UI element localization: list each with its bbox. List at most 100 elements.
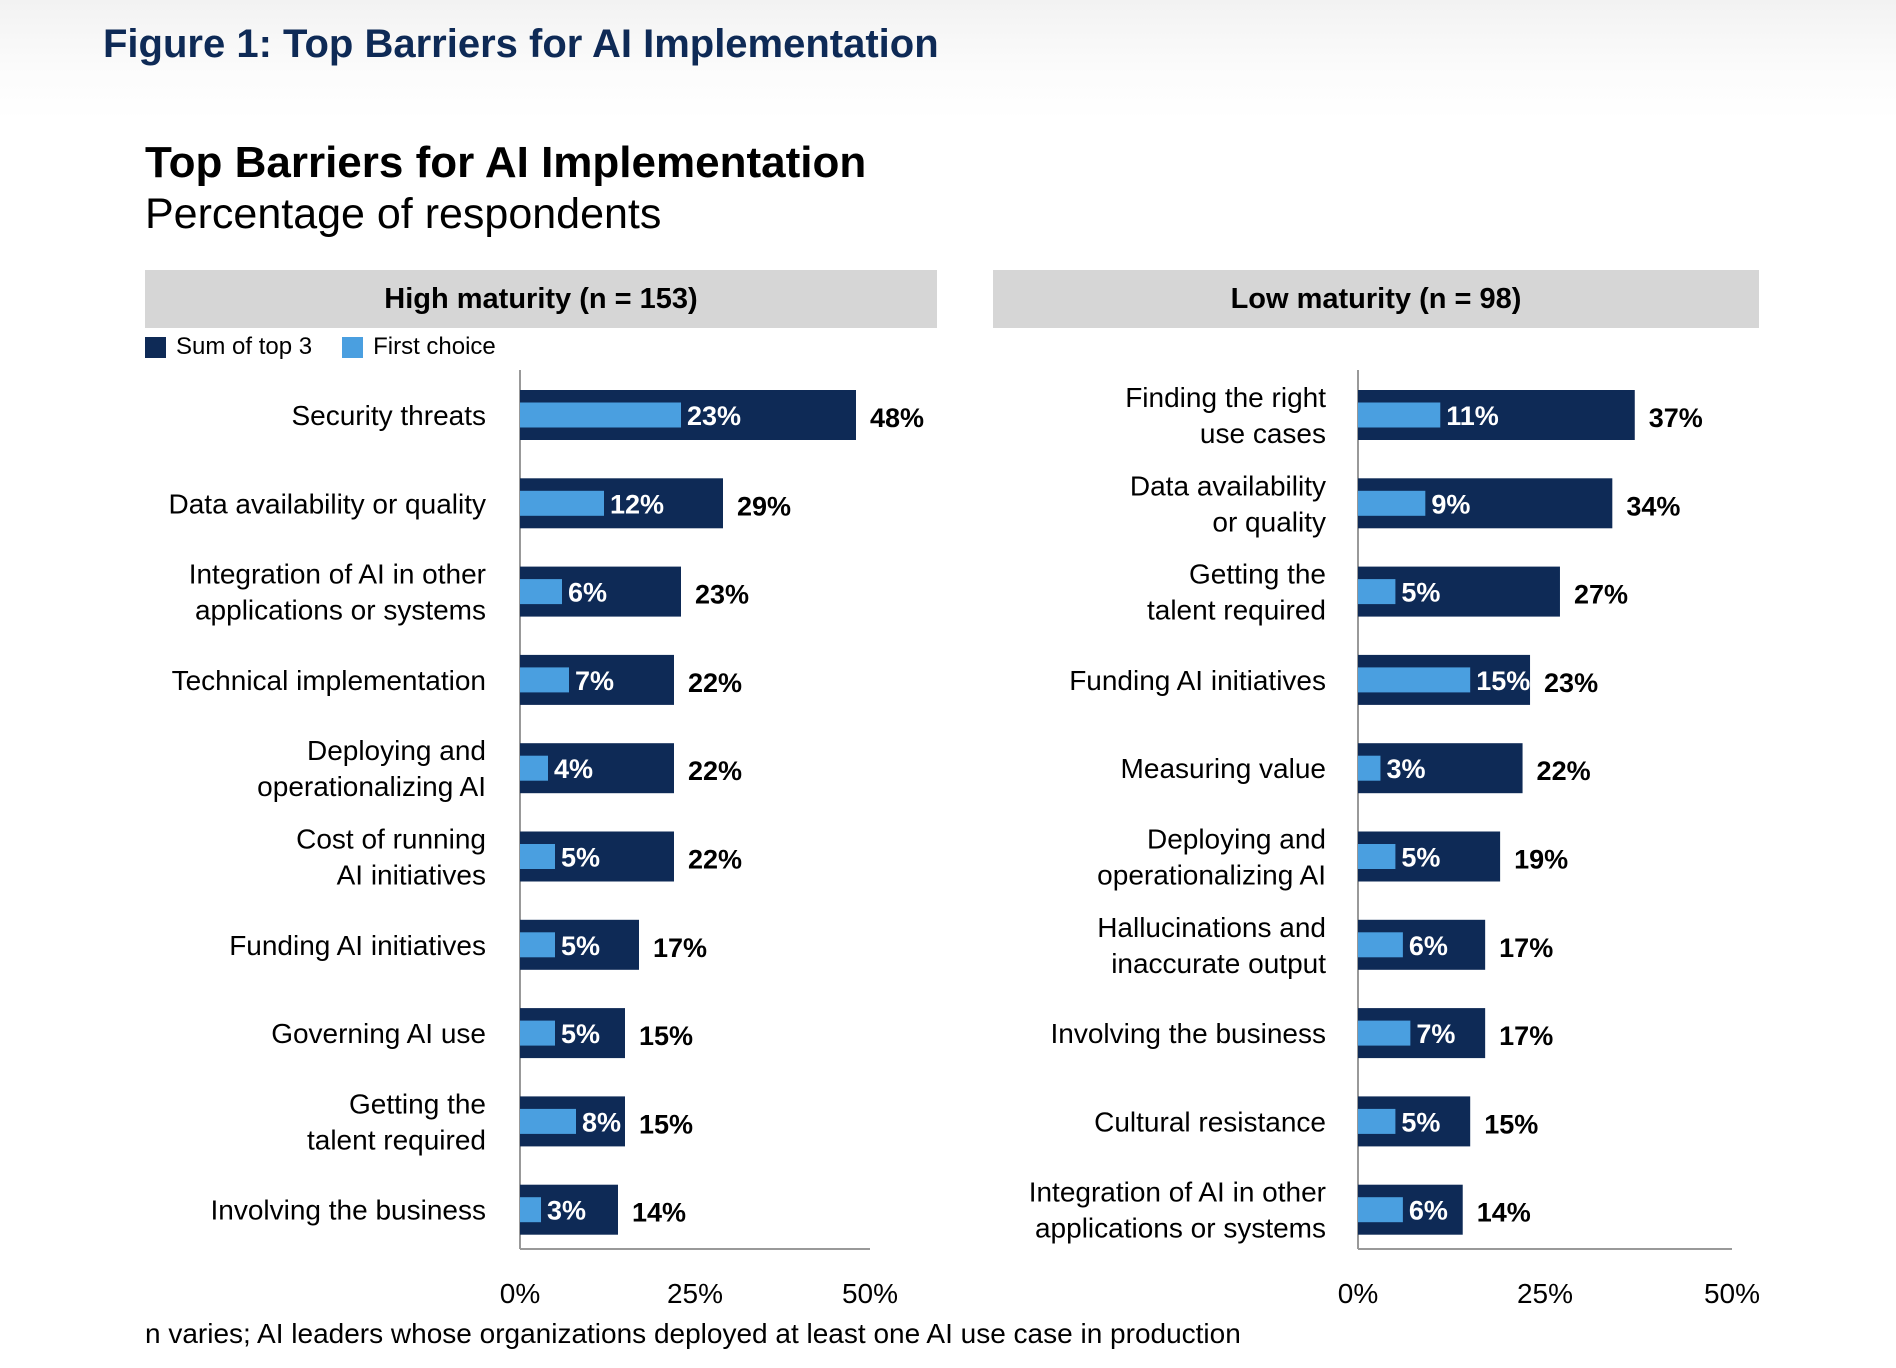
figure-title: Figure 1: Top Barriers for AI Implementa…: [103, 22, 939, 66]
panel-header-high-maturity: High maturity (n = 153): [145, 270, 937, 328]
data-label-first-choice: 5%: [1401, 578, 1440, 608]
bar-first-choice: [520, 1020, 555, 1046]
data-label-sum-of-top-3: 15%: [639, 1021, 693, 1051]
footnote: n varies; AI leaders whose organizations…: [145, 1318, 1241, 1349]
x-tick-label: 25%: [1517, 1278, 1573, 1309]
data-label-first-choice: 5%: [1401, 843, 1440, 873]
category-label: Integration of AI in other: [1029, 1177, 1326, 1208]
header-shade: [0, 0, 1896, 120]
data-label-sum-of-top-3: 48%: [870, 403, 924, 433]
category-label: operationalizing AI: [257, 771, 486, 802]
legend-swatch-first-choice: [342, 336, 364, 358]
category-label: Data availability: [1130, 470, 1326, 501]
category-label: Integration of AI in other: [189, 559, 486, 590]
category-label: Deploying and: [307, 735, 486, 766]
chart-title: Top Barriers for AI Implementation: [145, 138, 867, 187]
bar-chart: 0% 25% 50% Security threats 23% 48% Data avail…: [169, 370, 1760, 1309]
category-label: Data availability or quality: [169, 488, 487, 519]
x-tick-label: 25%: [667, 1278, 723, 1309]
bar-first-choice: [1358, 579, 1396, 605]
data-label-sum-of-top-3: 14%: [632, 1198, 686, 1228]
data-label-first-choice: 23%: [687, 401, 741, 431]
bar-first-choice: [520, 579, 562, 605]
category-label: Cost of running: [296, 824, 486, 855]
bar-first-choice: [1358, 1197, 1403, 1223]
legend-label-sum-of-top-3: Sum of top 3: [176, 333, 313, 360]
bar-first-choice: [520, 844, 555, 869]
data-label-sum-of-top-3: 15%: [639, 1109, 693, 1139]
data-label-sum-of-top-3: 17%: [1499, 933, 1553, 963]
data-label-sum-of-top-3: 17%: [1499, 1021, 1553, 1051]
bar-first-choice: [1358, 490, 1426, 516]
data-label-first-choice: 7%: [1416, 1019, 1455, 1049]
category-label: Funding AI initiatives: [229, 930, 486, 961]
data-label-first-choice: 4%: [554, 754, 593, 784]
bar-first-choice: [520, 667, 569, 693]
legend-swatch-sum-of-top-3: [145, 336, 166, 358]
data-label-sum-of-top-3: 22%: [688, 756, 742, 786]
legend: Sum of top 3 First choice: [145, 332, 526, 362]
bar-first-choice: [520, 932, 555, 958]
bar-first-choice: [1358, 1020, 1411, 1046]
data-label-first-choice: 15%: [1476, 666, 1530, 696]
data-label-first-choice: 7%: [575, 666, 614, 696]
x-tick-label: 0%: [1338, 1278, 1378, 1309]
x-tick-label: 0%: [500, 1278, 540, 1309]
data-label-sum-of-top-3: 22%: [688, 668, 742, 698]
category-label: Governing AI use: [271, 1018, 486, 1049]
bar-first-choice: [1358, 667, 1471, 693]
data-label-sum-of-top-3: 17%: [653, 933, 707, 963]
category-label: Involving the business: [210, 1195, 486, 1226]
data-label-sum-of-top-3: 23%: [695, 580, 749, 610]
category-label: use cases: [1200, 418, 1326, 449]
bar-first-choice: [1358, 844, 1396, 869]
data-label-sum-of-top-3: 22%: [688, 845, 742, 875]
data-label-first-choice: 5%: [561, 931, 600, 961]
category-label: Involving the business: [1050, 1018, 1326, 1049]
category-label: Security threats: [291, 400, 486, 431]
bar-first-choice: [520, 1197, 541, 1223]
data-label-sum-of-top-3: 23%: [1544, 668, 1598, 698]
data-label-first-choice: 5%: [561, 843, 600, 873]
x-tick-label: 50%: [842, 1278, 898, 1309]
data-label-first-choice: 6%: [1409, 931, 1448, 961]
category-label: Getting the: [349, 1088, 486, 1119]
category-label: Finding the right: [1125, 382, 1326, 413]
bar-first-choice: [1358, 932, 1403, 958]
bar-first-choice: [520, 755, 548, 781]
bar-first-choice: [1358, 755, 1381, 781]
bar-first-choice: [520, 490, 604, 516]
category-label: applications or systems: [1035, 1213, 1326, 1244]
chart-subtitle: Percentage of respondents: [145, 190, 662, 238]
data-label-first-choice: 5%: [1401, 1107, 1440, 1137]
data-label-sum-of-top-3: 14%: [1477, 1198, 1531, 1228]
data-label-sum-of-top-3: 19%: [1514, 845, 1568, 875]
bar-first-choice: [520, 402, 681, 428]
data-label-first-choice: 5%: [561, 1019, 600, 1049]
data-label-sum-of-top-3: 29%: [737, 491, 791, 521]
data-label-sum-of-top-3: 22%: [1537, 756, 1591, 786]
data-label-sum-of-top-3: 37%: [1649, 403, 1703, 433]
category-label: applications or systems: [195, 595, 486, 626]
category-label: operationalizing AI: [1097, 860, 1326, 891]
data-label-first-choice: 12%: [610, 489, 664, 519]
category-label: talent required: [1147, 595, 1326, 626]
data-label-first-choice: 8%: [582, 1107, 621, 1137]
bar-first-choice: [1358, 402, 1441, 428]
legend-label-first-choice: First choice: [373, 333, 496, 360]
data-label-first-choice: 6%: [568, 578, 607, 608]
category-label: or quality: [1212, 506, 1326, 537]
data-label-first-choice: 3%: [1386, 754, 1425, 784]
legend-item-first-choice: First choice: [342, 333, 496, 361]
category-label: Cultural resistance: [1094, 1106, 1326, 1137]
data-label-sum-of-top-3: 27%: [1574, 580, 1628, 610]
data-label-first-choice: 11%: [1446, 401, 1499, 431]
category-label: AI initiatives: [337, 860, 486, 891]
data-label-sum-of-top-3: 15%: [1484, 1109, 1538, 1139]
bar-first-choice: [520, 1108, 576, 1134]
data-label-first-choice: 6%: [1409, 1196, 1448, 1226]
category-label: Technical implementation: [172, 665, 486, 696]
bar-first-choice: [1358, 1108, 1396, 1134]
data-label-first-choice: 3%: [547, 1196, 586, 1226]
category-label: Deploying and: [1147, 824, 1326, 855]
